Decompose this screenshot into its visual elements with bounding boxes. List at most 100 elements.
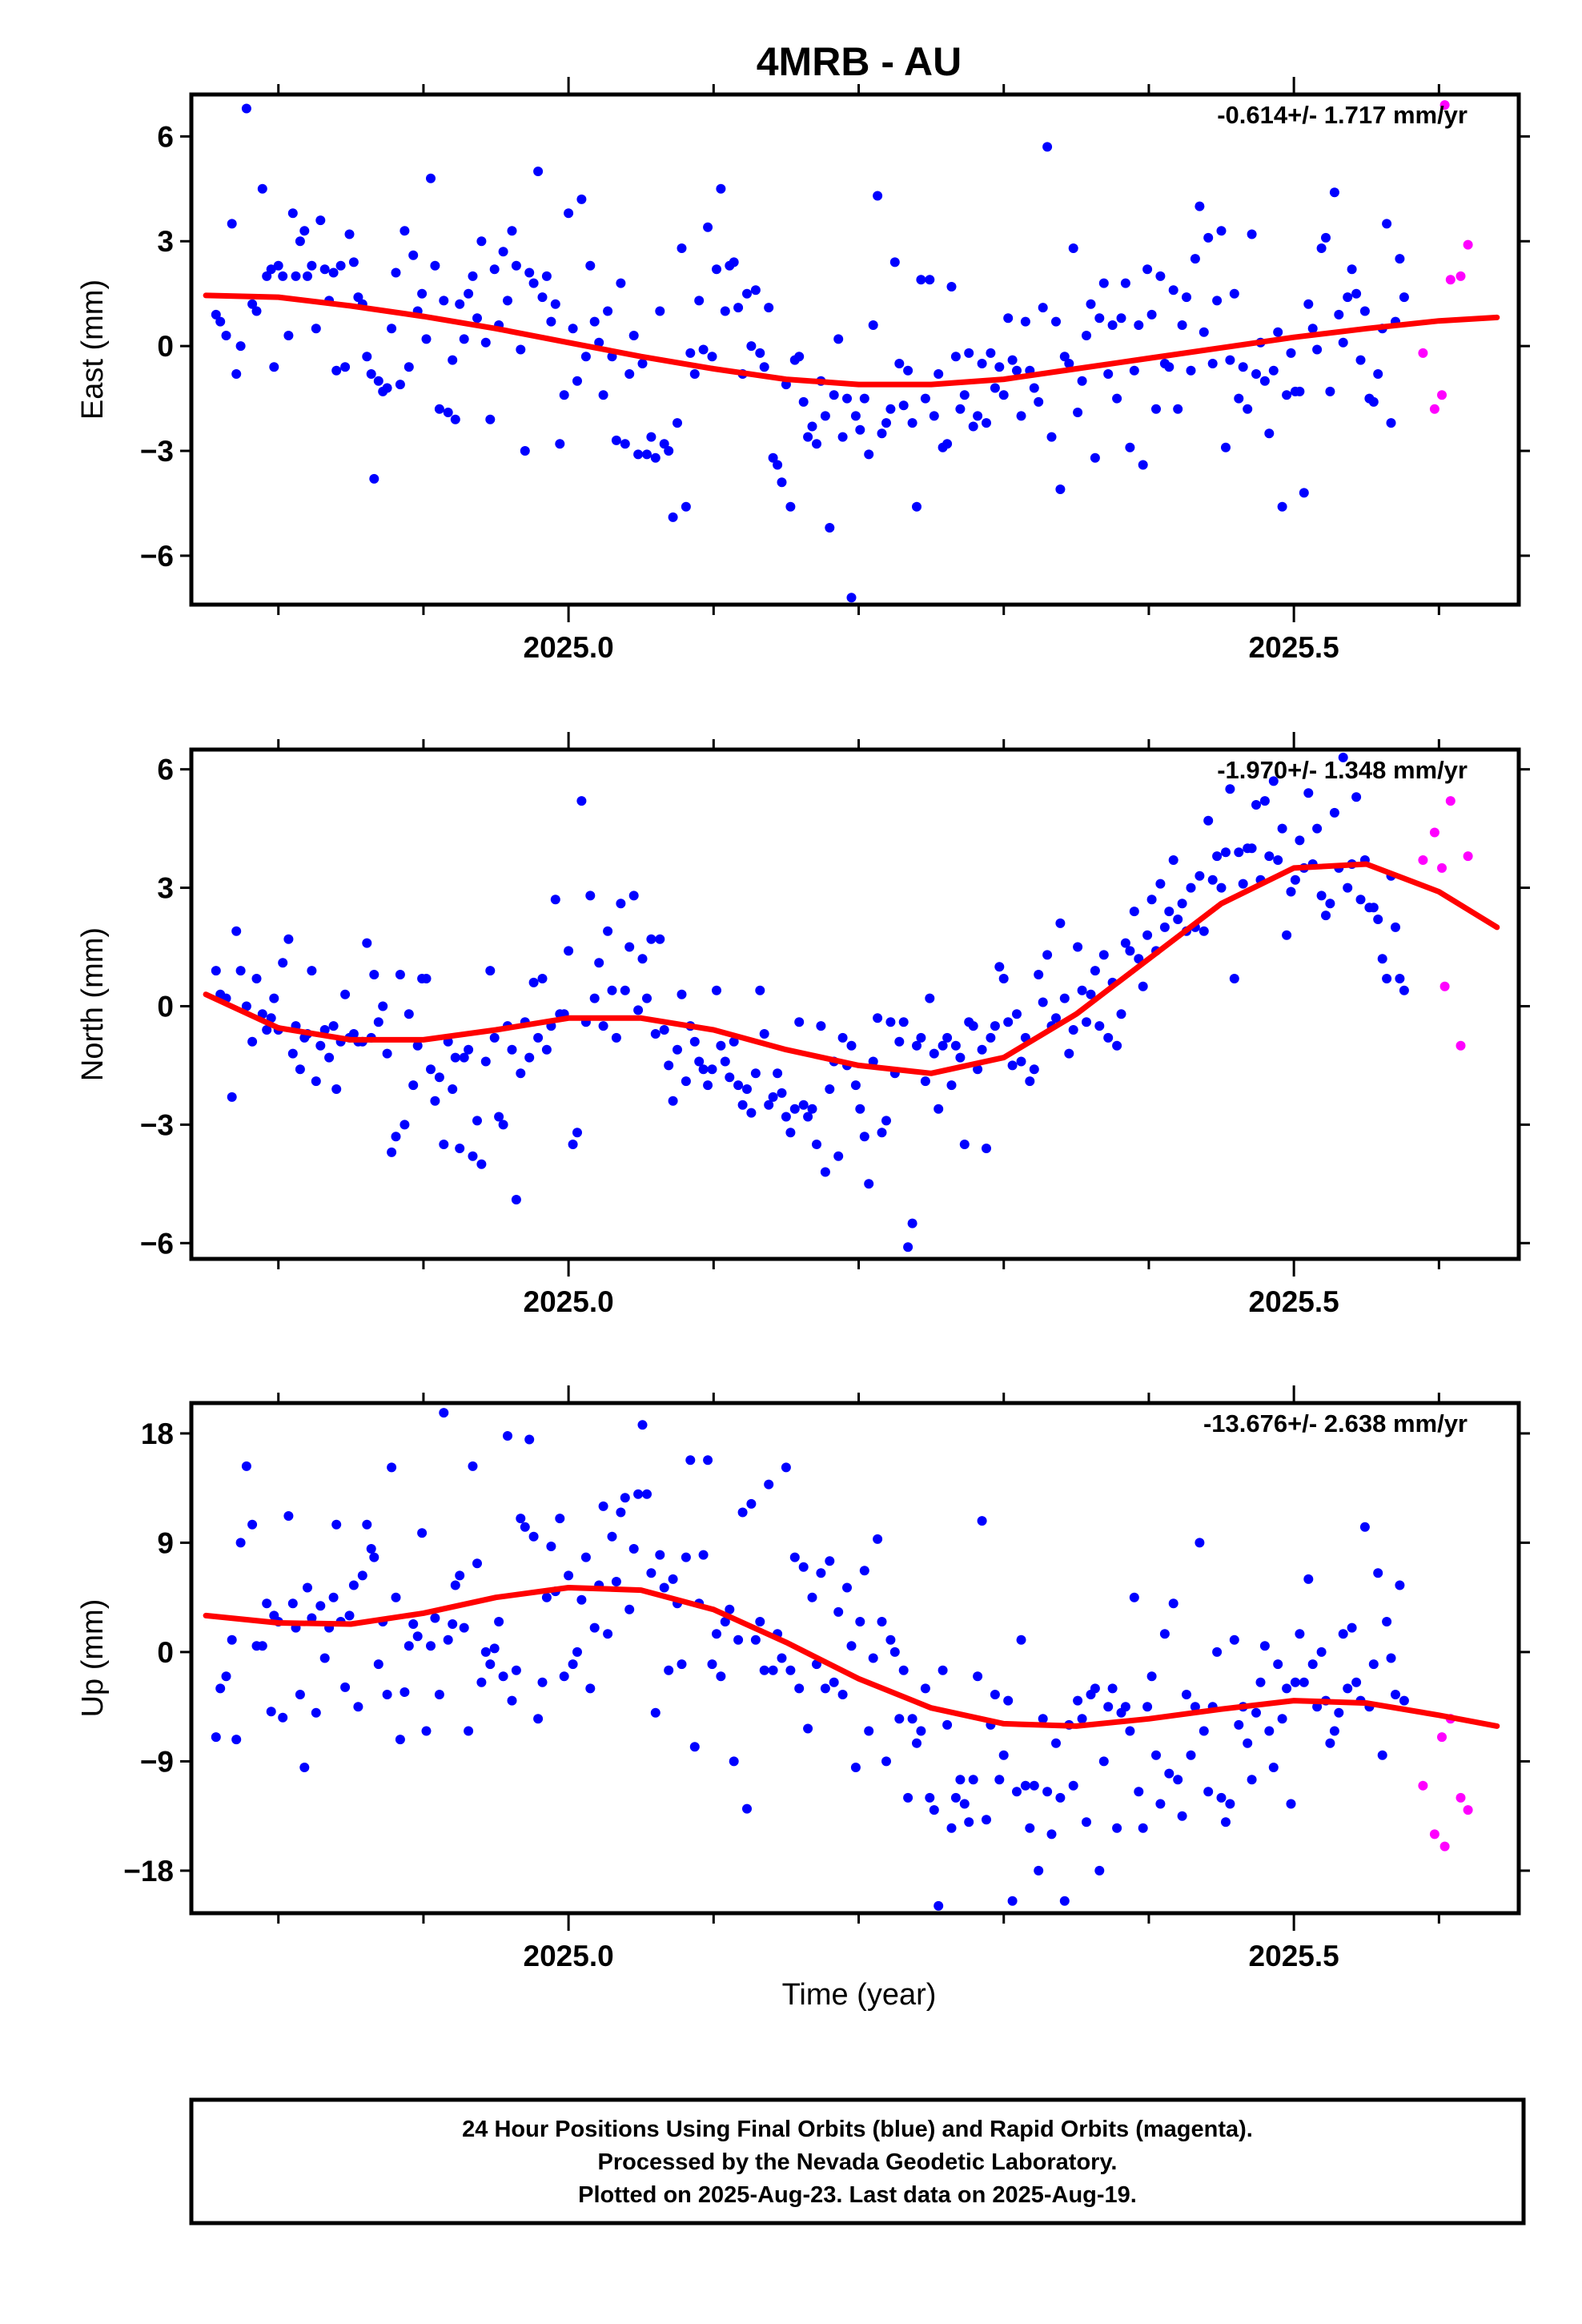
north-final-point — [916, 1032, 926, 1043]
up-final-point — [319, 1653, 330, 1663]
north-final-point — [959, 1140, 970, 1149]
east-final-point — [855, 424, 865, 435]
up-final-point — [511, 1665, 521, 1675]
up-final-point — [1082, 1817, 1091, 1827]
east-final-point — [299, 226, 310, 236]
east-final-point — [1077, 376, 1087, 386]
east-final-point — [603, 306, 613, 316]
up-final-point — [400, 1687, 410, 1697]
up-rapid-point — [1463, 1805, 1473, 1815]
up-final-point — [1029, 1780, 1039, 1791]
up-final-point — [434, 1690, 444, 1699]
east-final-point — [594, 337, 604, 348]
north-rapid-point — [1445, 796, 1456, 806]
up-final-point — [620, 1493, 630, 1503]
up-final-point — [907, 1714, 917, 1724]
up-final-point — [546, 1542, 556, 1551]
north-final-point — [668, 1096, 678, 1106]
north-rapid-point — [1439, 981, 1450, 991]
east-final-point — [759, 362, 769, 372]
north-final-point — [1247, 843, 1257, 854]
north-final-point — [564, 946, 574, 956]
north-final-point — [1073, 942, 1083, 952]
north-final-point — [1098, 950, 1109, 960]
north-final-point — [868, 1056, 878, 1067]
up-final-point — [864, 1726, 874, 1736]
east-final-point — [1094, 313, 1105, 324]
east-final-point — [559, 390, 569, 400]
east-rapid-point — [1445, 275, 1456, 285]
east-final-point — [1203, 232, 1214, 243]
up-final-point — [1155, 1799, 1166, 1809]
north-final-point — [664, 1060, 674, 1071]
up-final-point — [789, 1552, 800, 1562]
north-final-point — [681, 1076, 691, 1087]
east-final-point — [950, 352, 961, 362]
east-final-point — [227, 219, 237, 229]
up-rapid-point — [1437, 1732, 1447, 1743]
east-final-point — [1347, 264, 1357, 275]
up-final-point — [373, 1659, 383, 1670]
east-final-point — [564, 208, 574, 219]
up-final-point — [777, 1653, 787, 1663]
east-final-point — [541, 271, 552, 281]
north-final-point — [873, 1013, 883, 1023]
up-final-point — [859, 1566, 869, 1576]
east-final-point — [1046, 432, 1057, 442]
up-final-point — [559, 1671, 569, 1682]
east-final-point — [642, 449, 652, 460]
chart-title: 4MRB - AU — [757, 39, 962, 84]
north-final-point — [426, 1064, 436, 1075]
north-final-point — [816, 1021, 826, 1031]
east-final-point — [373, 376, 383, 386]
north-final-point — [550, 895, 560, 905]
north-final-point — [934, 1104, 944, 1114]
north-final-point — [1125, 946, 1135, 956]
north-final-point — [1186, 883, 1196, 893]
up-final-point — [1259, 1641, 1270, 1651]
north-final-point — [241, 1001, 251, 1011]
east-final-point — [476, 236, 487, 247]
up-final-point — [742, 1803, 752, 1814]
north-final-point — [448, 1084, 458, 1094]
up-final-point — [1303, 1574, 1314, 1584]
east-x-tick-label: 2025.0 — [524, 631, 614, 664]
up-final-point — [1134, 1787, 1144, 1797]
east-final-point — [1307, 324, 1318, 334]
north-final-point — [576, 796, 587, 806]
east-final-point — [655, 306, 665, 316]
up-final-point — [759, 1665, 769, 1675]
north-final-point — [977, 1044, 987, 1055]
north-final-point — [820, 1167, 830, 1177]
east-final-point — [443, 408, 453, 417]
east-final-point — [807, 421, 817, 432]
up-final-point — [362, 1519, 372, 1530]
north-rapid-point — [1463, 851, 1473, 862]
north-final-point — [1064, 1048, 1074, 1059]
east-final-point — [942, 439, 953, 449]
east-final-point — [973, 411, 983, 421]
east-final-point — [1251, 369, 1261, 379]
up-final-point — [1103, 1702, 1114, 1712]
up-final-point — [889, 1647, 900, 1657]
up-final-point — [503, 1431, 512, 1441]
up-final-point — [1229, 1634, 1239, 1645]
east-final-point — [1312, 344, 1323, 355]
east-final-point — [528, 278, 539, 288]
north-final-point — [328, 1021, 339, 1031]
east-final-point — [348, 257, 359, 267]
north-final-point — [707, 1064, 717, 1075]
east-final-point — [1155, 271, 1166, 281]
east-final-point — [426, 173, 436, 183]
up-final-point — [1094, 1865, 1105, 1876]
north-final-point — [1029, 1064, 1039, 1075]
up-fit-curve — [203, 1585, 1500, 1729]
north-final-point — [307, 966, 317, 976]
east-final-point — [1173, 404, 1183, 414]
up-final-point — [655, 1550, 665, 1560]
up-final-point — [1277, 1714, 1287, 1724]
east-final-point — [1164, 362, 1174, 372]
east-final-point — [990, 383, 1000, 393]
north-final-point — [803, 1112, 813, 1122]
up-final-point — [850, 1763, 861, 1772]
